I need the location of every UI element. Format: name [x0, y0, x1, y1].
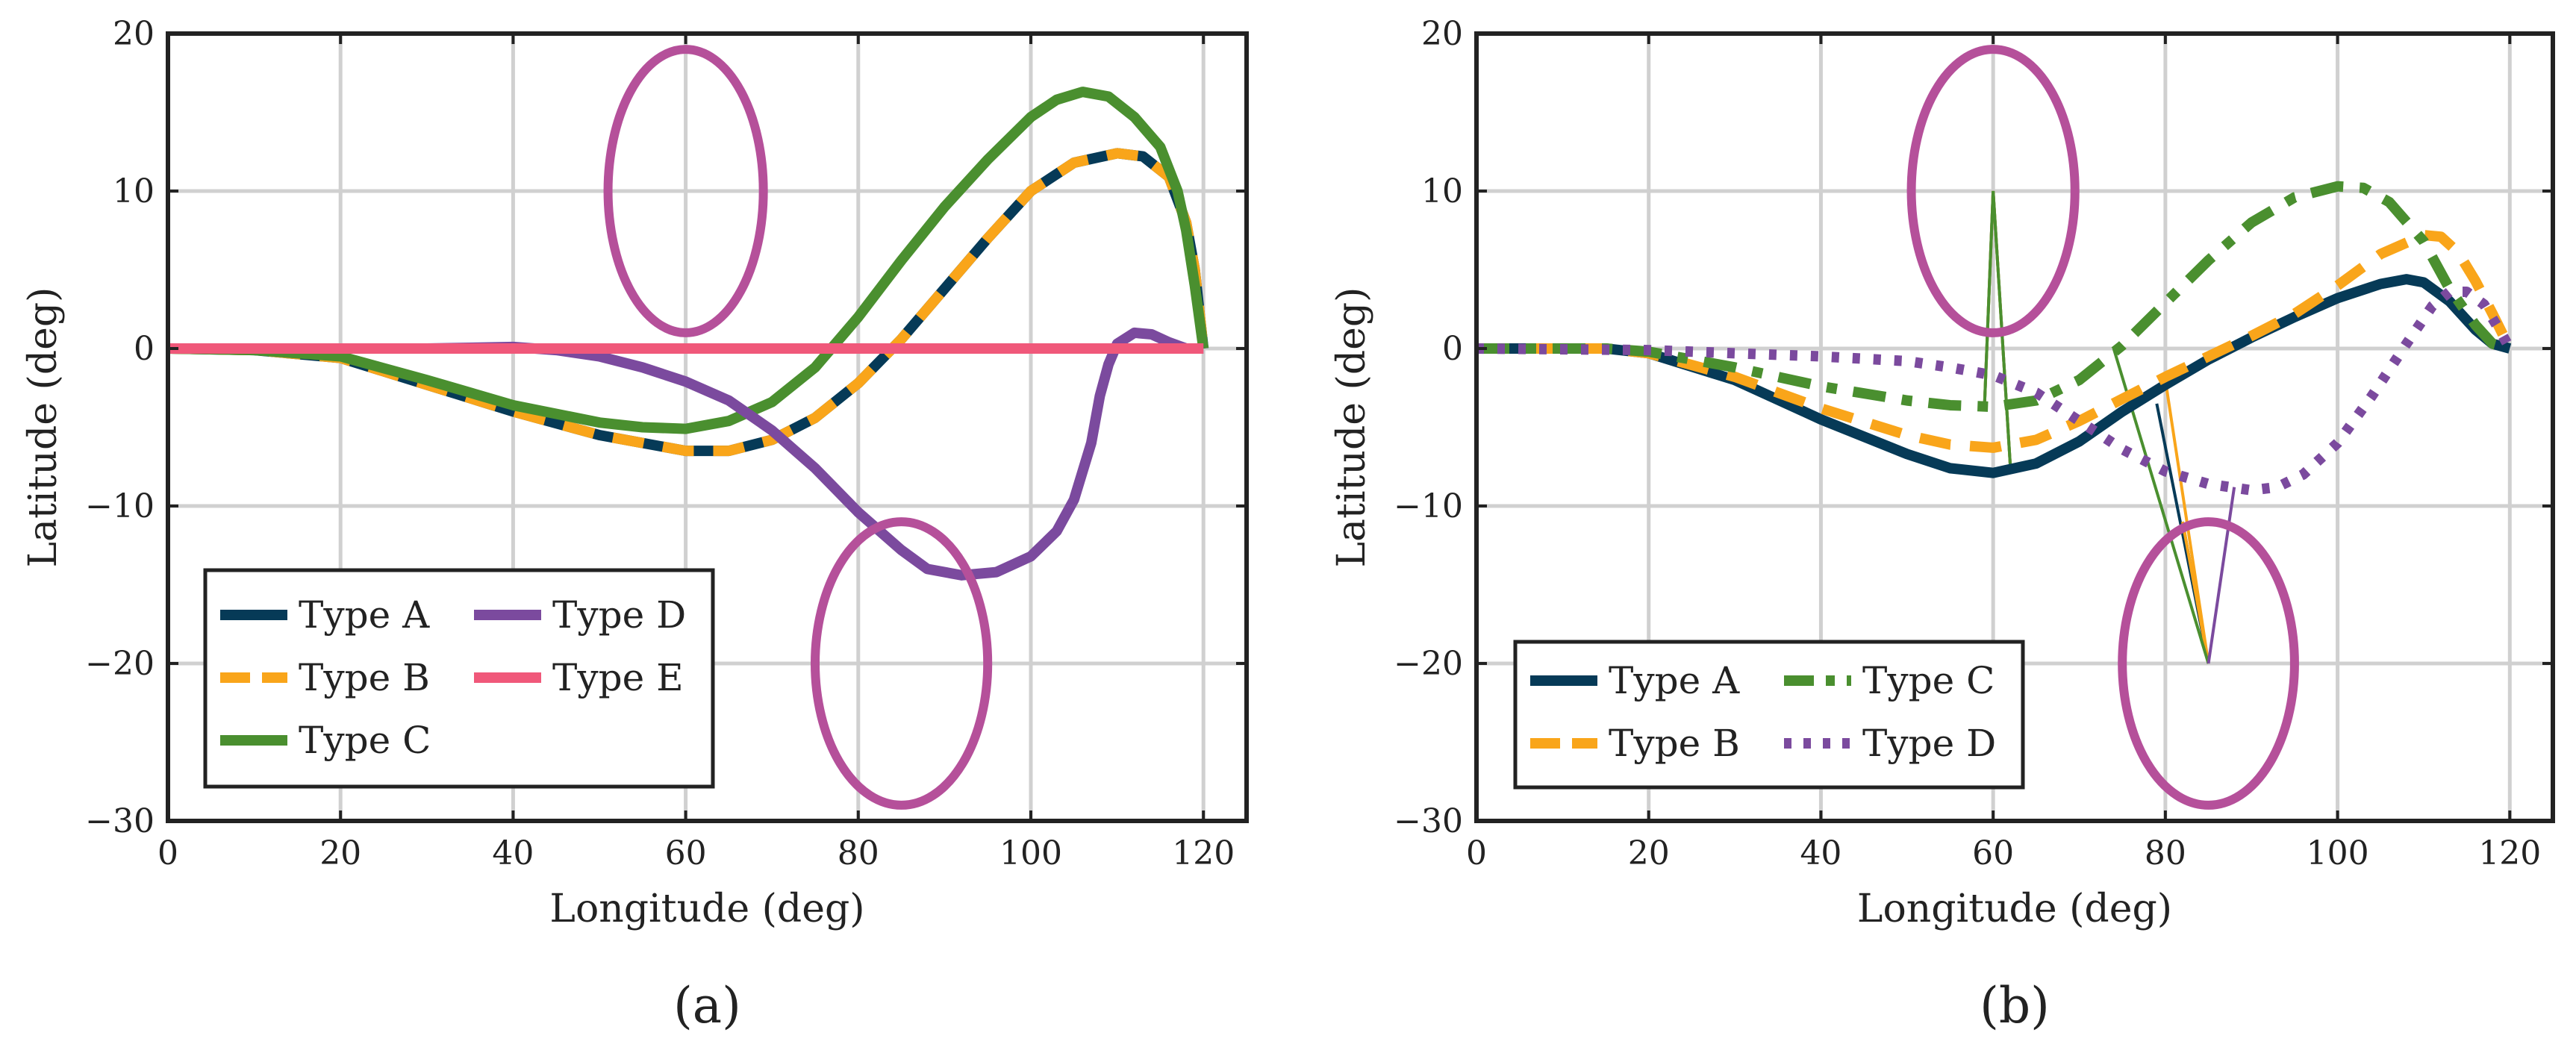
series-line-type-b [168, 148, 1209, 457]
y-tick-label: −30 [85, 802, 155, 840]
spike-type-d [2207, 487, 2236, 664]
x-tick-label: 120 [2478, 834, 2541, 872]
x-tick-label: 60 [665, 834, 707, 872]
legend: Type A Type B Type C Type D [1513, 640, 2025, 790]
x-tick-label: 40 [1800, 834, 1841, 872]
series-line-type-a [1476, 274, 2512, 478]
series-line-type-c [1476, 181, 2512, 413]
legend-label: Type D [552, 593, 686, 637]
legend-entry: Type A [1530, 659, 1740, 702]
y-tick-label: −10 [85, 487, 155, 525]
legend-entry: Type D [474, 593, 686, 637]
highlight-ellipse [2118, 517, 2299, 810]
y-tick-label: 20 [113, 15, 155, 53]
legend-label: Type B [1609, 722, 1740, 765]
legend-label: Type E [552, 656, 684, 699]
legend-label: Type B [299, 656, 430, 699]
x-tick-label: 100 [999, 834, 1062, 872]
series-line-type-b [1476, 230, 2515, 453]
axes-frame [1474, 31, 2555, 823]
y-tick-label: −20 [85, 645, 155, 683]
x-tick-label: 20 [319, 834, 361, 872]
legend-entry: Type B [220, 656, 430, 699]
y-axis-label: Latitude (deg) [1329, 287, 1374, 568]
legend: Type A Type B Type C Type D Type E [203, 568, 715, 789]
x-tick-label: 0 [158, 834, 178, 872]
y-tick-label: 10 [1421, 172, 1463, 210]
legend-label: Type A [1609, 659, 1740, 702]
legend-label: Type D [1862, 722, 1996, 765]
highlight-ellipse [1906, 45, 2080, 337]
legend-entry: Type E [474, 656, 684, 699]
legend-entry: Type A [220, 593, 430, 637]
series-line-type-c [168, 87, 1209, 434]
chart-panel-a: 0 20 40 60 80 100 120 −30 −20 −10 0 10 20 Longitude (… [21, 15, 1249, 1034]
highlight-ellipse [811, 517, 993, 810]
y-tick-label: −20 [1394, 645, 1463, 683]
x-tick-label: 80 [2145, 834, 2186, 872]
legend-entry: Type D [1784, 722, 1996, 765]
panel-label: (a) [673, 977, 741, 1034]
y-tick-label: −30 [1394, 802, 1463, 840]
x-tick-label: 60 [1972, 834, 2014, 872]
legend-entry: Type B [1530, 722, 1740, 765]
y-tick-label: 0 [1442, 330, 1463, 368]
y-tick-label: 0 [134, 330, 155, 368]
y-tick-label: −10 [1394, 487, 1463, 525]
legend-entry: Type C [220, 719, 431, 762]
x-tick-label: 20 [1628, 834, 1670, 872]
chart-panel-b: 0 20 40 60 80 100 120 −30 −20 −10 0 10 20 Longitude (… [1329, 15, 2555, 1034]
legend-box [1513, 640, 2025, 790]
x-tick-label: 80 [838, 834, 879, 872]
y-tick-label: 10 [113, 172, 155, 210]
y-tick-label: 20 [1421, 15, 1463, 53]
x-tick-label: 120 [1172, 834, 1235, 872]
legend-label: Type C [1862, 659, 1995, 702]
legend-label: Type C [299, 719, 431, 762]
plot-series [168, 87, 1209, 581]
legend-label: Type A [299, 593, 430, 637]
legend-box [203, 568, 715, 789]
x-axis-label: Longitude (deg) [549, 887, 864, 931]
y-axis-label: Latitude (deg) [21, 287, 66, 568]
highlight-ellipse [603, 45, 768, 337]
x-tick-label: 100 [2307, 834, 2369, 872]
x-tick-label: 0 [1466, 834, 1487, 872]
x-axis-label: Longitude (deg) [1857, 887, 2172, 931]
panel-label: (b) [1980, 977, 2050, 1034]
axes-frame [166, 31, 1249, 823]
x-tick-label: 40 [492, 834, 534, 872]
legend-entry: Type C [1784, 659, 1995, 702]
